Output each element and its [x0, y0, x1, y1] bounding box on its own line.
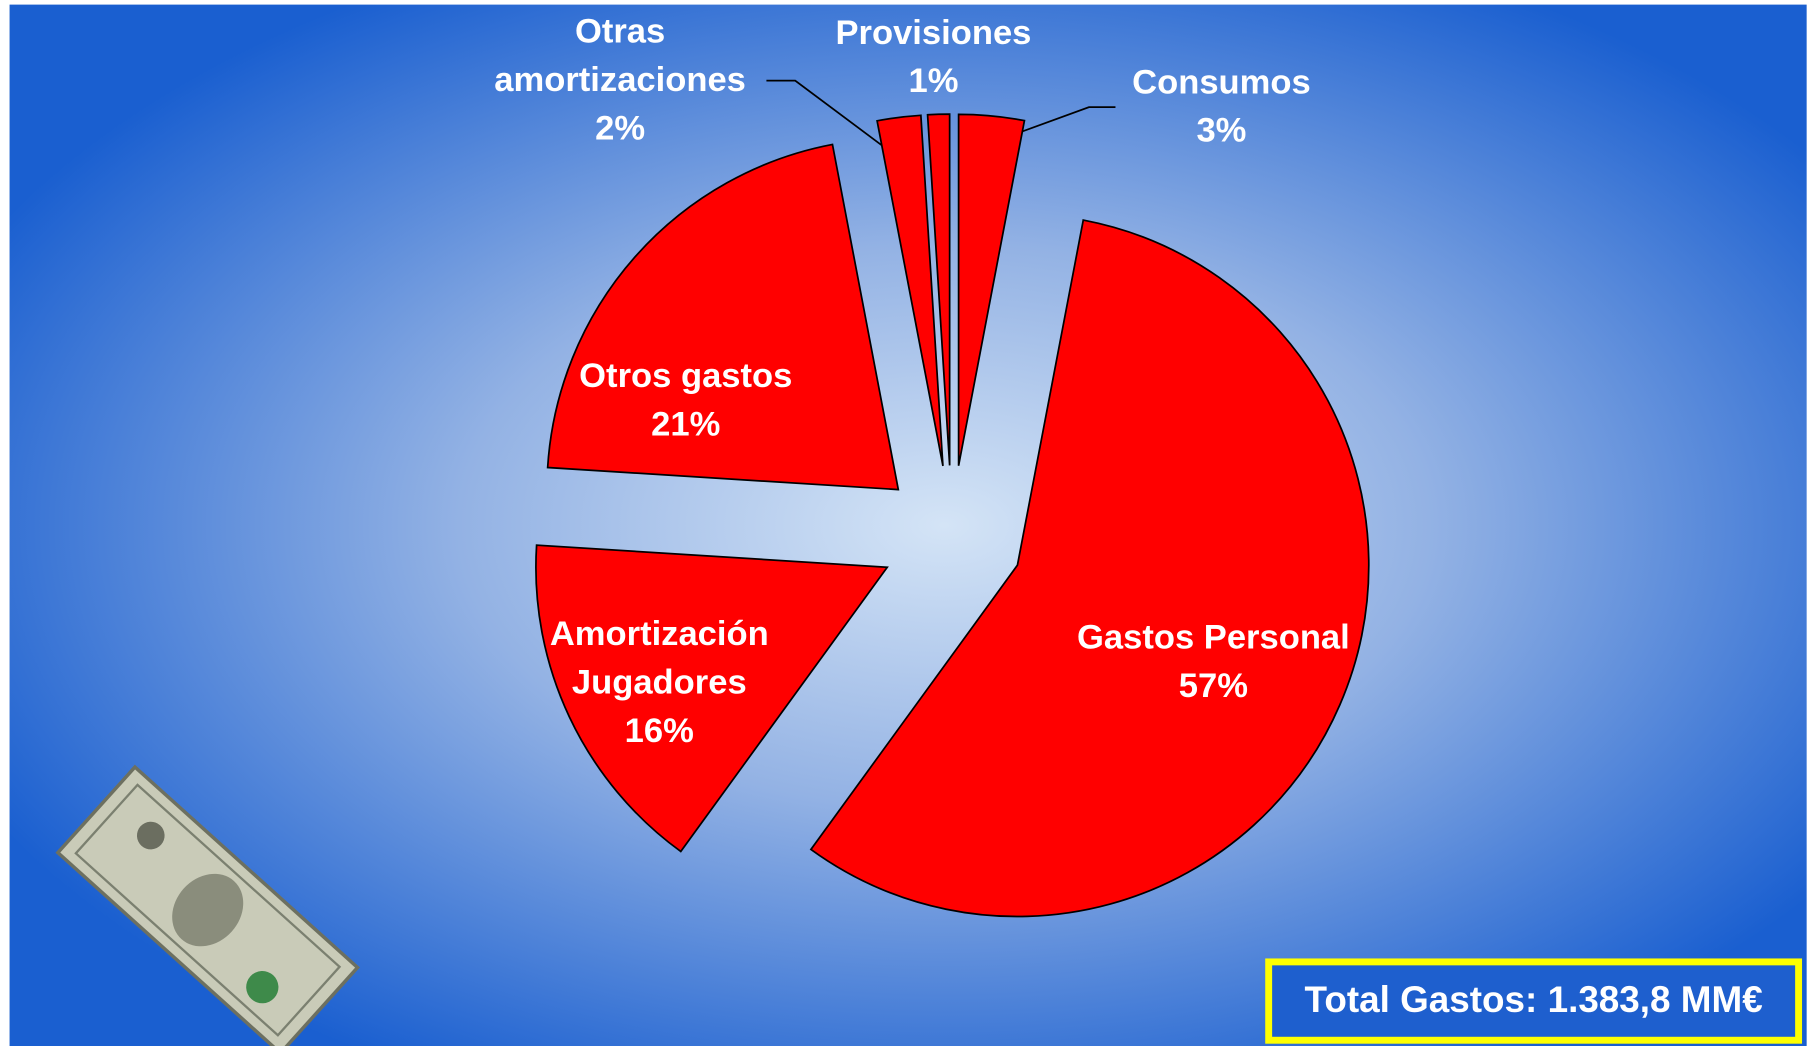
- category-label: Provisiones: [761, 9, 1107, 57]
- category-label: Gastos Personal: [1041, 614, 1387, 662]
- category-label: Amortización Jugadores: [486, 611, 832, 708]
- total-label: Total Gastos: 1.383,8 MM€: [1305, 979, 1763, 1020]
- value-label: 57%: [1041, 662, 1387, 710]
- category-label: Otros gastos: [513, 353, 859, 401]
- value-label: 1%: [761, 58, 1107, 106]
- value-label: 21%: [513, 401, 859, 449]
- category-label: Otras amortizaciones: [447, 8, 793, 105]
- value-label: 2%: [447, 105, 793, 153]
- page: {"chart_data": {"type": "pie", "categori…: [0, 0, 1807, 1046]
- value-label: 16%: [486, 707, 832, 755]
- chart: Total Gastos: 1.383,8 MM€ Consumos3%Gast…: [0, 0, 1807, 1046]
